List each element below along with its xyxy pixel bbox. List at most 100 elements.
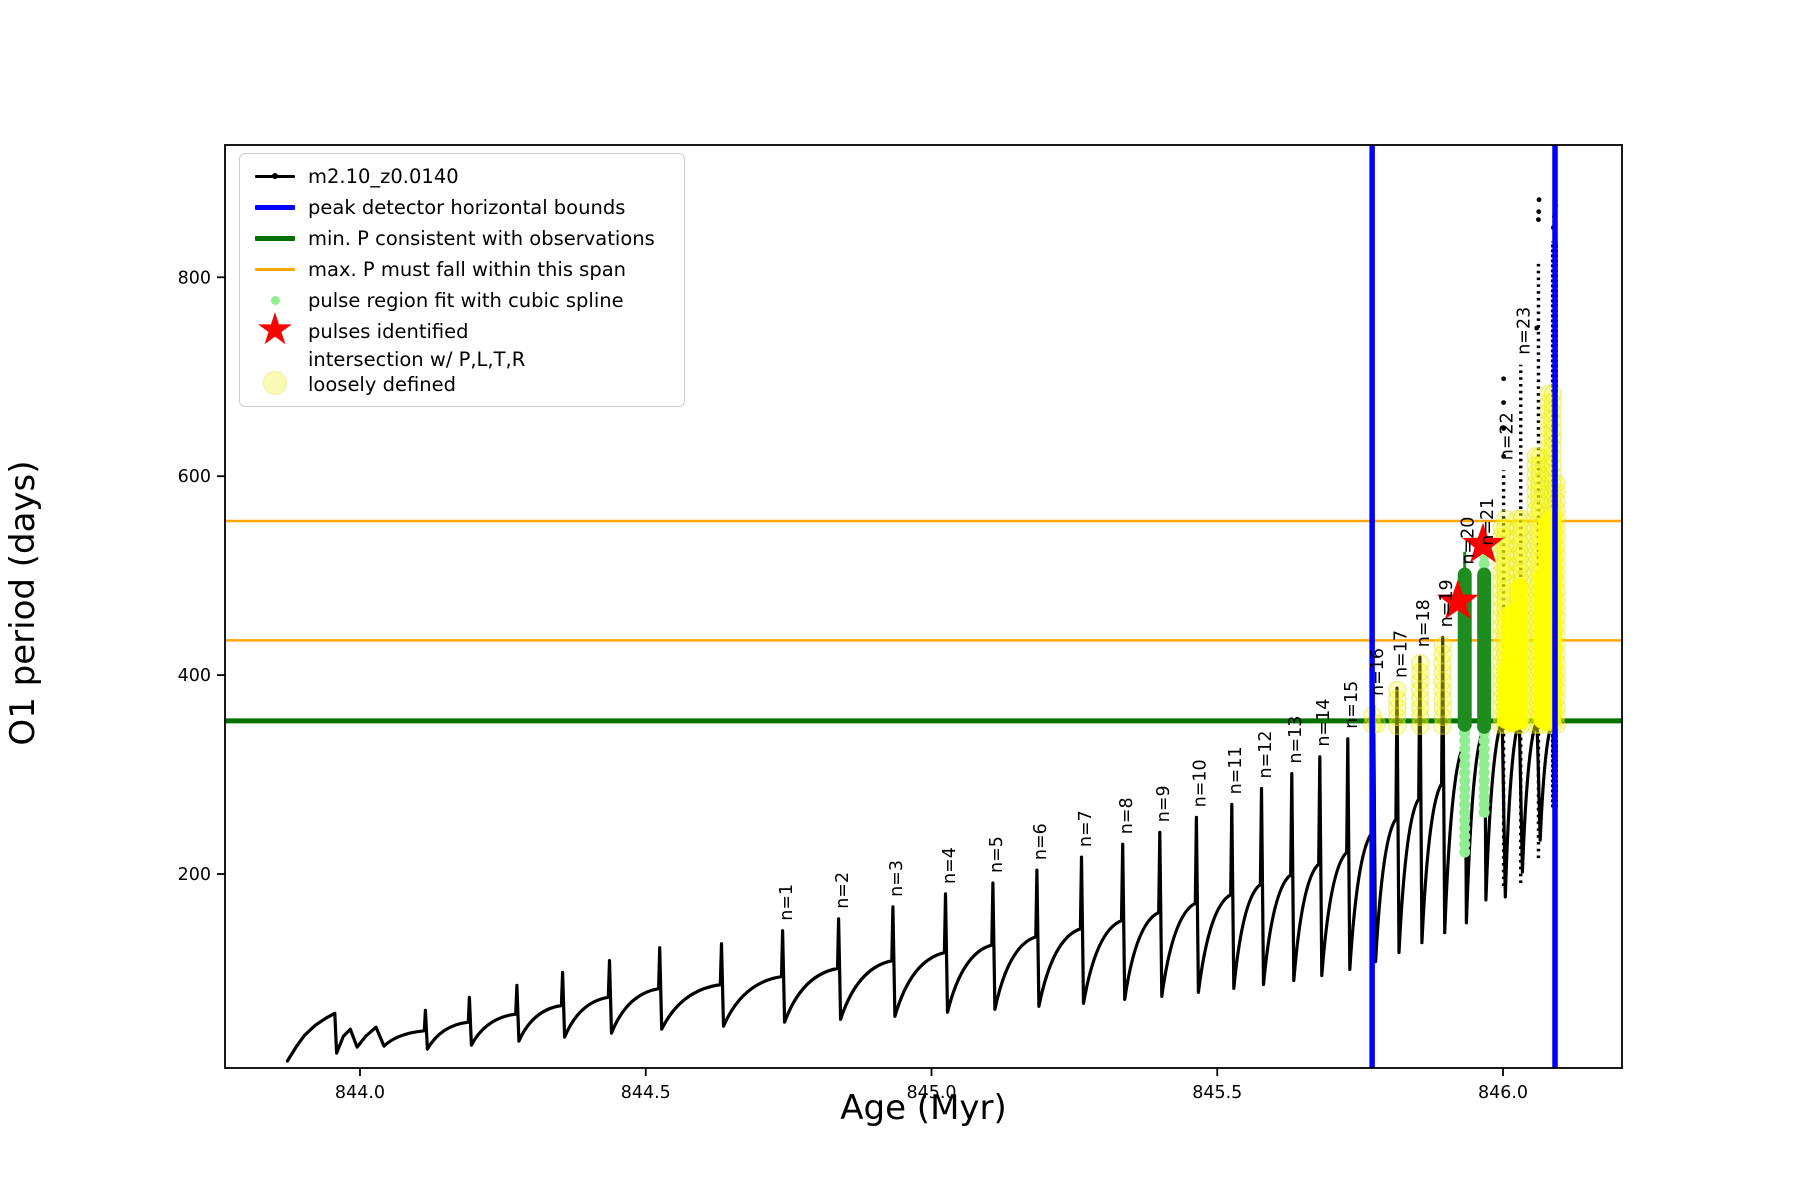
y-tick-label: 800 [178,268,211,288]
spline-region-marker [1459,759,1471,771]
y-tick-label: 600 [178,467,211,487]
axes: 844.0 844.5 845.0 845.5 846.0 200 400 600 800 [178,144,1623,1103]
pulse-label-n=22: n=22 [1498,412,1518,460]
pulse-label-n=19: n=19 [1437,579,1457,627]
intersection-marker [1526,473,1545,493]
legend-box: m2.10_z0.0140 peak detector horizontal b… [239,153,685,407]
pulse-label-n=8: n=8 [1117,797,1137,834]
legend-item-label: min. P consistent with observations [308,227,655,250]
spline-region-marker [1459,822,1471,834]
intersection-marker [1433,653,1452,673]
legend-item-label: pulse region fit with cubic spline [308,289,624,312]
spline-region-marker [1478,743,1490,755]
blue-line-icon [246,205,304,210]
pulse-label-n=7: n=7 [1076,810,1096,847]
pulse-label-n=15: n=15 [1342,681,1362,729]
pulse-label-n=4: n=4 [940,847,960,884]
intersection-marker [1512,536,1532,556]
spline-region-marker [1478,790,1490,802]
pulse-label-n=20: n=20 [1459,517,1479,565]
intersection-marker [1410,689,1430,709]
intersection-marker [1530,456,1549,475]
spline-region-marker [1478,558,1490,570]
spline-region-marker [1459,790,1471,802]
data-dot [1536,197,1542,203]
intersection-marker [1388,689,1407,709]
pulse-label-n=3: n=3 [887,860,907,897]
pulse-label-n=14: n=14 [1314,699,1334,747]
x-axis-label: Age (Myr) [840,1088,1007,1128]
intersection-marker [1512,545,1532,564]
intersection-marker [1433,680,1452,700]
legend-item-intersection: intersection w/ P,L,T,R loosely defined [246,347,674,397]
spline-region-marker [1478,735,1490,747]
legend-item-series: m2.10_z0.0140 [246,161,674,192]
pulse-label-n=1: n=1 [777,884,797,921]
legend-label-line1: intersection w/ P,L,T,R [308,348,526,371]
intersection-marker [1526,456,1545,475]
green-line-icon [246,236,304,241]
data-dot [1501,453,1506,459]
intersection-marker [1526,482,1545,502]
legend-item-bounds: peak detector horizontal bounds [246,192,674,223]
intersection-marker [1433,698,1452,718]
legend-item-pulses: ★ pulses identified [246,303,674,355]
intersection-marker [1433,662,1452,682]
pulse-label-n=6: n=6 [1031,823,1051,860]
x-tick-label: 845.0 [906,1083,956,1103]
series-m2.10_z0.0140 [285,554,1556,1063]
intersection-marker [1496,545,1515,564]
x-tick-label: 846.0 [1478,1083,1528,1103]
intersection-marker [1526,447,1545,466]
intersection-marker [1512,554,1532,573]
intersection-marker [1492,518,1511,538]
plot-border [224,144,1623,1069]
intersection-marker [1496,509,1515,529]
spline-region-marker [1478,767,1490,779]
pulse-label-n=21: n=21 [1478,498,1498,546]
intersection-marker [1433,707,1452,727]
intersection-marker [1508,509,1528,529]
intersection-marker [1526,491,1545,511]
data-dot [1501,426,1506,431]
pulse-label-n=18: n=18 [1414,599,1434,647]
intersection-marker [1492,554,1511,573]
spline-region-marker [1459,735,1471,747]
pulse-label-n=13: n=13 [1286,716,1306,764]
intersection-marker [1496,527,1515,547]
legend-item-spline: pulse region fit with cubic spline [246,285,674,316]
orange-line-icon [246,268,304,271]
legend-label-line2: loosely defined [308,373,456,396]
pulse-label-n=5: n=5 [987,836,1007,873]
intersection-marker [1496,563,1515,582]
intersection-marker [1433,716,1452,736]
spline-region-marker [1459,783,1471,795]
spline-region-marker [1459,830,1471,842]
lightgreen-dot-icon [246,296,304,305]
legend-item-label: peak detector horizontal bounds [308,196,626,219]
pulse-label-n=9: n=9 [1154,785,1174,822]
pulse-labels: n=1 n=2 n=3 n=4 n=5 n=6 n=7 n=8 n=9 n=10 n=11 n=12 n… [777,307,1535,921]
pulse-star-icon [1462,522,1504,563]
intersection-marker [1530,491,1549,511]
intersection-marker [1508,536,1528,556]
spline-region-marker [1478,775,1490,787]
data-dot [1501,376,1506,382]
black-line-dot-icon [246,173,304,179]
peak-detector-bounds [1369,145,1558,1068]
intersection-marker [1410,698,1430,718]
intersection-marker [1512,509,1532,529]
x-tick-label: 845.5 [1192,1083,1242,1103]
legend-item-label: intersection w/ P,L,T,R loosely defined [304,347,525,397]
legend-item-label: pulses identified [308,320,469,343]
red-star-icon: ★ [255,303,295,355]
intersection-marker [1512,518,1532,538]
spline-region-marker [1478,759,1490,771]
intersection-marker [1530,447,1549,466]
spline-region-marker [1459,767,1471,779]
intersection-marker [1508,527,1528,547]
spline-region-marker [1459,751,1471,763]
y-tick-label: 400 [178,666,211,686]
intersection-marker [1530,473,1549,493]
